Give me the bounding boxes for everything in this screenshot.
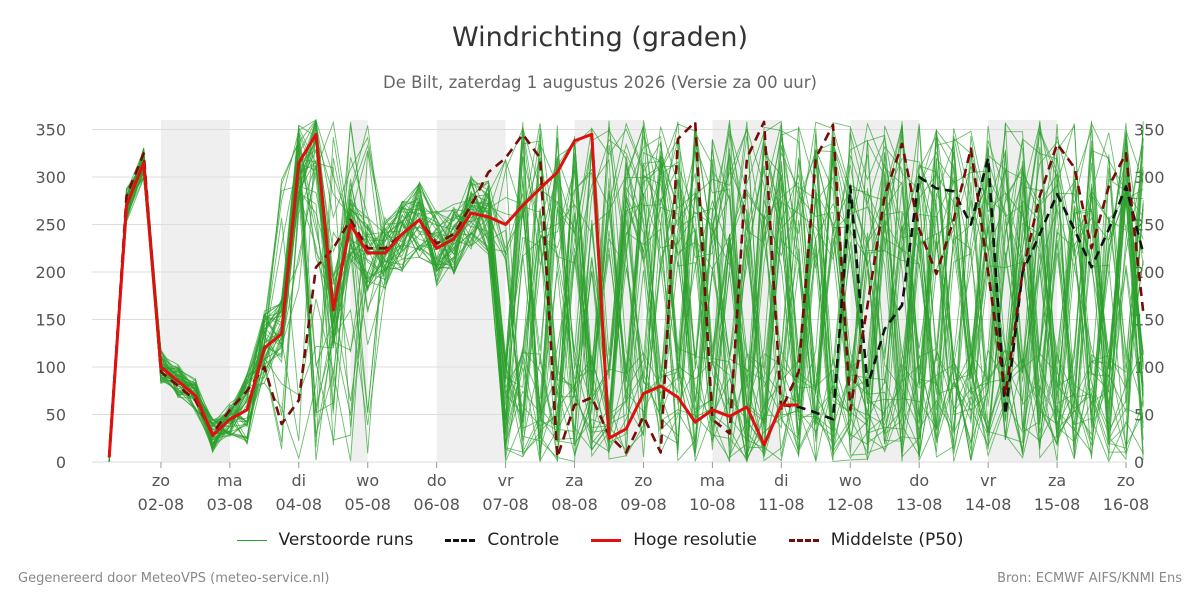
y-tick-left-50: 50 bbox=[46, 406, 66, 425]
x-tick-day-05-08: wo bbox=[356, 471, 379, 490]
chart-legend: Verstoorde runs Controle Hoge resolutie … bbox=[0, 530, 1200, 550]
x-tick-date-02-08: 02-08 bbox=[138, 495, 185, 514]
legend-item-median: Middelste (P50) bbox=[788, 530, 964, 550]
ensemble-run-line bbox=[108, 121, 1144, 463]
footer-credit: Gegenereerd door MeteoVPS (meteo-service… bbox=[18, 571, 330, 586]
x-tick-day-04-08: di bbox=[291, 471, 306, 490]
x-tick-day-02-08: zo bbox=[152, 471, 170, 490]
x-tick-date-09-08: 09-08 bbox=[620, 495, 667, 514]
ensemble-run-line bbox=[108, 123, 1144, 463]
x-tick-date-04-08: 04-08 bbox=[276, 495, 323, 514]
chart-title: Windrichting (graden) bbox=[451, 22, 749, 53]
y-tick-left-300: 300 bbox=[35, 168, 66, 187]
legend-item-control: Controle bbox=[445, 530, 559, 550]
x-tick-day-11-08: di bbox=[774, 471, 789, 490]
x-tick-date-14-08: 14-08 bbox=[965, 495, 1012, 514]
x-tick-date-10-08: 10-08 bbox=[689, 495, 736, 514]
ensemble-run-line bbox=[108, 122, 1144, 460]
y-tick-left-150: 150 bbox=[35, 311, 66, 330]
legend-item-hires: Hoge resolutie bbox=[591, 530, 757, 550]
x-tick-day-08-08: za bbox=[565, 471, 583, 490]
x-tick-date-03-08: 03-08 bbox=[207, 495, 254, 514]
x-tick-day-12-08: wo bbox=[839, 471, 862, 490]
x-tick-date-07-08: 07-08 bbox=[482, 495, 529, 514]
x-tick-day-16-08: zo bbox=[1117, 471, 1135, 490]
y-tick-right-200: 200 bbox=[1134, 263, 1165, 282]
x-tick-day-14-08: vr bbox=[980, 471, 996, 490]
y-tick-left-0: 0 bbox=[56, 453, 66, 472]
ensemble-run-line bbox=[108, 125, 1144, 463]
x-tick-date-12-08: 12-08 bbox=[827, 495, 874, 514]
y-tick-right-0: 0 bbox=[1134, 453, 1144, 472]
legend-swatch-hires bbox=[591, 538, 622, 542]
ensemble-run-line bbox=[108, 119, 1144, 460]
ensemble-run-line bbox=[108, 126, 1144, 456]
x-tick-day-15-08: za bbox=[1048, 471, 1066, 490]
legend-label-ensemble: Verstoorde runs bbox=[278, 530, 414, 550]
y-tick-right-50: 50 bbox=[1134, 406, 1154, 425]
legend-swatch-median bbox=[788, 538, 819, 542]
ensemble-run-line bbox=[108, 123, 1144, 463]
y-tick-left-100: 100 bbox=[35, 358, 66, 377]
x-tick-day-13-08: do bbox=[909, 471, 929, 490]
chart-subtitle: De Bilt, zaterdag 1 augustus 2026 (Versi… bbox=[383, 73, 817, 92]
legend-label-control: Controle bbox=[487, 530, 560, 550]
series-line-hoge-resolutie bbox=[107, 132, 799, 458]
x-tick-date-11-08: 11-08 bbox=[758, 495, 805, 514]
legend-swatch-ensemble bbox=[236, 539, 267, 541]
legend-label-median: Middelste (P50) bbox=[830, 530, 964, 550]
x-tick-day-06-08: do bbox=[427, 471, 447, 490]
ensemble-run-line bbox=[108, 126, 1144, 463]
x-tick-date-15-08: 15-08 bbox=[1034, 495, 1081, 514]
y-tick-left-200: 200 bbox=[35, 263, 66, 282]
y-tick-left-250: 250 bbox=[35, 216, 66, 235]
y-tick-left-350: 350 bbox=[35, 121, 66, 140]
x-tick-date-13-08: 13-08 bbox=[896, 495, 943, 514]
x-tick-day-10-08: ma bbox=[700, 471, 725, 490]
y-tick-right-150: 150 bbox=[1134, 311, 1165, 330]
x-tick-date-06-08: 06-08 bbox=[413, 495, 460, 514]
legend-swatch-control bbox=[445, 538, 476, 542]
x-tick-date-05-08: 05-08 bbox=[344, 495, 391, 514]
x-tick-day-07-08: vr bbox=[498, 471, 514, 490]
y-tick-right-300: 300 bbox=[1134, 168, 1165, 187]
ensemble-run-line bbox=[108, 156, 1144, 461]
x-tick-day-09-08: zo bbox=[634, 471, 652, 490]
footer-source: Bron: ECMWF AIFS/KNMI Ens bbox=[997, 571, 1182, 586]
legend-label-hires: Hoge resolutie bbox=[633, 530, 757, 550]
x-tick-day-03-08: ma bbox=[217, 471, 242, 490]
ensemble-run-line bbox=[108, 122, 1144, 463]
legend-item-ensemble: Verstoorde runs bbox=[236, 530, 414, 550]
x-tick-date-08-08: 08-08 bbox=[551, 495, 598, 514]
y-tick-right-350: 350 bbox=[1134, 121, 1165, 140]
series-line-middelste-p50- bbox=[107, 120, 1145, 459]
x-tick-date-16-08: 16-08 bbox=[1103, 495, 1150, 514]
